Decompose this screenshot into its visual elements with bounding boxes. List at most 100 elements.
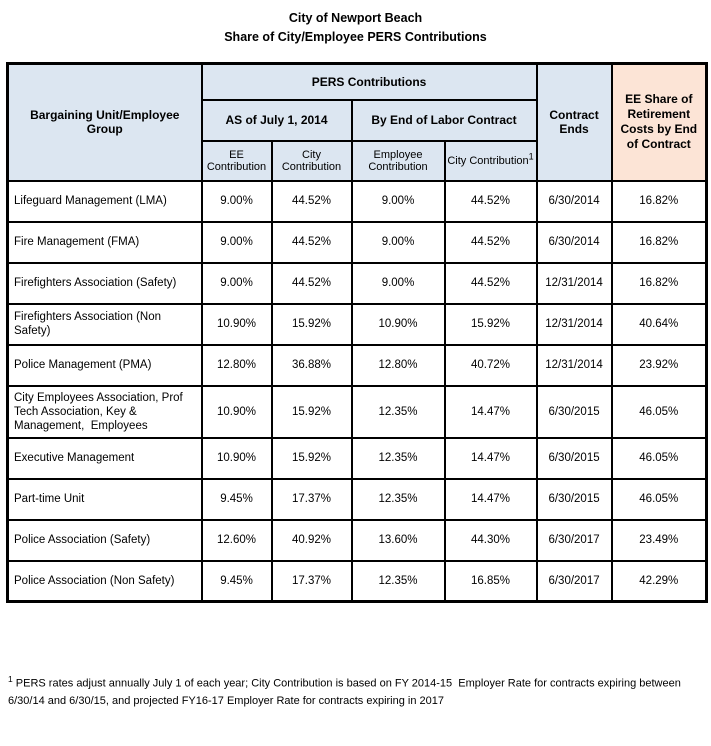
- footnote-ref: 1: [8, 674, 13, 684]
- table-row: Firefighters Association (Non Safety) 10.…: [6, 302, 708, 346]
- group-cell: Firefighters Association (Safety): [6, 261, 203, 305]
- group-cell: Police Association (Non Safety): [6, 559, 203, 603]
- ee-share-cell: 42.29%: [610, 559, 708, 603]
- employee-contribution-end-cell: 9.00%: [350, 220, 446, 264]
- header-city-contribution-july: City Contribution: [270, 139, 353, 182]
- contract-ends-cell: 6/30/2017: [535, 559, 613, 603]
- title-line-1: City of Newport Beach: [288, 11, 423, 25]
- group-cell: Part-time Unit: [6, 477, 203, 521]
- employee-contribution-end-cell: 12.35%: [350, 559, 446, 603]
- group-cell: Police Management (PMA): [6, 343, 203, 387]
- footnote-reference-marker: 1: [528, 150, 534, 161]
- contract-ends-cell: 12/31/2014: [535, 302, 613, 346]
- header-employee-contribution-end: Employee Contribution: [350, 139, 446, 182]
- table-row: Executive Management 10.90% 15.92% 12.35% 14…: [6, 436, 708, 480]
- pers-contributions-table: Bargaining Unit/Employee Group PERS Cont…: [6, 62, 709, 603]
- group-cell: Executive Management: [6, 436, 203, 480]
- footnote: 1 PERS rates adjust annually July 1 of e…: [8, 673, 701, 711]
- document-title: City of Newport Beach Share of City/Empl…: [0, 9, 711, 47]
- employee-contribution-end-cell: 12.80%: [350, 343, 446, 387]
- ee-contribution-cell: 9.00%: [200, 261, 273, 305]
- contract-ends-cell: 6/30/2014: [535, 179, 613, 223]
- group-cell: Police Association (Safety): [6, 518, 203, 562]
- city-contribution-end-cell: 44.30%: [443, 518, 538, 562]
- header-bargaining-unit: Bargaining Unit/Employee Group: [6, 62, 203, 182]
- city-contribution-cell: 17.37%: [270, 477, 353, 521]
- employee-contribution-end-cell: 12.35%: [350, 384, 446, 439]
- city-contribution-end-cell: 44.52%: [443, 220, 538, 264]
- city-contribution-end-cell: 40.72%: [443, 343, 538, 387]
- header-ee-share: EE Share of Retirement Costs by End of C…: [610, 62, 708, 182]
- footnote-text: PERS rates adjust annually July 1 of eac…: [8, 677, 684, 708]
- table-body: Lifeguard Management (LMA) 9.00% 44.52% 9.0…: [6, 179, 708, 603]
- city-contribution-end-cell: 14.47%: [443, 477, 538, 521]
- ee-contribution-cell: 10.90%: [200, 436, 273, 480]
- header-ee-contribution: EE Contribution: [200, 139, 273, 182]
- city-contribution-cell: 44.52%: [270, 261, 353, 305]
- table-row: City Employees Association, Prof Tech As…: [6, 384, 708, 439]
- header-by-end-of-labor-contract: By End of Labor Contract: [350, 98, 538, 142]
- header-city-contribution-end-label: City Contribution: [447, 154, 529, 167]
- city-contribution-end-cell: 14.47%: [443, 384, 538, 439]
- header-contract-ends: Contract Ends: [535, 62, 613, 182]
- title-line-2: Share of City/Employee PERS Contribution…: [224, 30, 487, 44]
- contract-ends-cell: 12/31/2014: [535, 343, 613, 387]
- contract-ends-cell: 6/30/2015: [535, 384, 613, 439]
- city-contribution-cell: 15.92%: [270, 384, 353, 439]
- ee-contribution-cell: 10.90%: [200, 302, 273, 346]
- table-row: Police Association (Safety) 12.60% 40.92% 1…: [6, 518, 708, 562]
- employee-contribution-end-cell: 13.60%: [350, 518, 446, 562]
- employee-contribution-end-cell: 9.00%: [350, 261, 446, 305]
- ee-share-cell: 23.49%: [610, 518, 708, 562]
- ee-share-cell: 16.82%: [610, 261, 708, 305]
- table-header: Bargaining Unit/Employee Group PERS Cont…: [6, 62, 708, 182]
- city-contribution-end-cell: 16.85%: [443, 559, 538, 603]
- group-cell: Fire Management (FMA): [6, 220, 203, 264]
- header-as-of-july-2014: AS of July 1, 2014: [200, 98, 353, 142]
- table-row: Police Management (PMA) 12.80% 36.88% 12.80…: [6, 343, 708, 387]
- header-city-contribution-end: City Contribution1: [443, 139, 538, 182]
- table-row: Fire Management (FMA) 9.00% 44.52% 9.00% 44.…: [6, 220, 708, 264]
- employee-contribution-end-cell: 12.35%: [350, 477, 446, 521]
- city-contribution-cell: 17.37%: [270, 559, 353, 603]
- ee-share-cell: 16.82%: [610, 220, 708, 264]
- ee-share-cell: 46.05%: [610, 436, 708, 480]
- contract-ends-cell: 6/30/2014: [535, 220, 613, 264]
- ee-contribution-cell: 10.90%: [200, 384, 273, 439]
- ee-contribution-cell: 9.45%: [200, 559, 273, 603]
- city-contribution-end-cell: 15.92%: [443, 302, 538, 346]
- city-contribution-cell: 15.92%: [270, 436, 353, 480]
- table-row: Police Association (Non Safety) 9.45% 17.3…: [6, 559, 708, 603]
- contract-ends-cell: 6/30/2015: [535, 477, 613, 521]
- city-contribution-end-cell: 44.52%: [443, 261, 538, 305]
- city-contribution-cell: 44.52%: [270, 220, 353, 264]
- city-contribution-end-cell: 44.52%: [443, 179, 538, 223]
- employee-contribution-end-cell: 10.90%: [350, 302, 446, 346]
- ee-share-cell: 40.64%: [610, 302, 708, 346]
- city-contribution-cell: 15.92%: [270, 302, 353, 346]
- group-cell: Firefighters Association (Non Safety): [6, 302, 203, 346]
- employee-contribution-end-cell: 12.35%: [350, 436, 446, 480]
- header-pers-contributions: PERS Contributions: [200, 62, 538, 101]
- ee-share-cell: 46.05%: [610, 384, 708, 439]
- ee-contribution-cell: 9.00%: [200, 220, 273, 264]
- ee-share-cell: 46.05%: [610, 477, 708, 521]
- ee-contribution-cell: 12.60%: [200, 518, 273, 562]
- contract-ends-cell: 12/31/2014: [535, 261, 613, 305]
- city-contribution-end-cell: 14.47%: [443, 436, 538, 480]
- ee-share-cell: 23.92%: [610, 343, 708, 387]
- ee-share-cell: 16.82%: [610, 179, 708, 223]
- group-cell: Lifeguard Management (LMA): [6, 179, 203, 223]
- table-row: Lifeguard Management (LMA) 9.00% 44.52% 9.0…: [6, 179, 708, 223]
- ee-contribution-cell: 12.80%: [200, 343, 273, 387]
- employee-contribution-end-cell: 9.00%: [350, 179, 446, 223]
- city-contribution-cell: 40.92%: [270, 518, 353, 562]
- contract-ends-cell: 6/30/2017: [535, 518, 613, 562]
- ee-contribution-cell: 9.00%: [200, 179, 273, 223]
- city-contribution-cell: 36.88%: [270, 343, 353, 387]
- table-row: Firefighters Association (Safety) 9.00% 44…: [6, 261, 708, 305]
- table-row: Part-time Unit 9.45% 17.37% 12.35% 14.47% 6/3…: [6, 477, 708, 521]
- ee-contribution-cell: 9.45%: [200, 477, 273, 521]
- contract-ends-cell: 6/30/2015: [535, 436, 613, 480]
